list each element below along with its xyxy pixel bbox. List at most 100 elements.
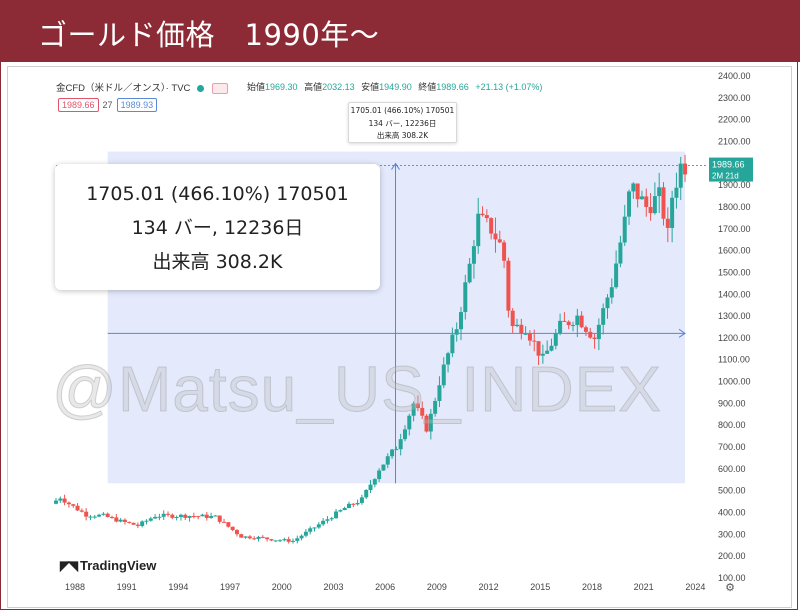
- trade-chips: 1989.66 27 1989.93: [58, 98, 161, 112]
- candle: [312, 527, 317, 529]
- candle: [161, 513, 166, 517]
- settings-gear-icon[interactable]: ⚙: [725, 582, 735, 594]
- candle: [549, 345, 554, 351]
- candle: [394, 449, 399, 451]
- candle: [153, 516, 158, 519]
- candle: [265, 537, 270, 540]
- y-tick-label: 700.00: [718, 442, 746, 452]
- candle: [614, 263, 619, 288]
- candle: [127, 521, 132, 523]
- measure-tooltip-small: 1705.01 (466.10%) 170501 134 バー, 12236日 …: [348, 102, 457, 143]
- candle: [329, 518, 334, 520]
- candle: [247, 536, 252, 539]
- candle: [433, 400, 438, 414]
- candle: [652, 196, 657, 214]
- market-open-dot-icon: [197, 84, 205, 92]
- candle: [377, 470, 382, 480]
- candle: [118, 519, 123, 522]
- candle: [351, 503, 356, 505]
- y-tick-label: 2100.00: [718, 136, 751, 146]
- candle: [670, 197, 675, 228]
- close-label: 終値: [418, 82, 437, 92]
- candle: [166, 513, 171, 515]
- y-tick-label: 1600.00: [718, 246, 751, 256]
- candle: [338, 510, 343, 512]
- candle: [540, 353, 545, 356]
- change-value: +21.13 (+1.07%): [475, 82, 543, 92]
- price-axis-badge: [709, 157, 753, 182]
- candle: [66, 502, 71, 505]
- candle: [269, 539, 274, 541]
- crosshair-arrow-right-icon: [678, 328, 686, 338]
- candle: [674, 187, 679, 198]
- candle: [110, 516, 115, 518]
- candle: [562, 320, 567, 322]
- tradingview-logo[interactable]: ◤◥ TradingView: [60, 558, 156, 574]
- candle: [523, 333, 528, 335]
- candle: [187, 516, 192, 518]
- candle: [114, 517, 119, 522]
- candle: [601, 308, 606, 325]
- candle: [639, 196, 644, 200]
- x-tick-label: 1991: [117, 582, 137, 592]
- candle: [334, 511, 339, 519]
- candle: [644, 196, 649, 208]
- candle: [678, 163, 683, 188]
- tradingview-logo-icon: ◤◥: [60, 558, 78, 573]
- candle: [566, 321, 571, 326]
- candle: [97, 514, 102, 517]
- candle: [84, 511, 89, 517]
- candle: [635, 183, 640, 200]
- large-tooltip-line1: 1705.01 (466.10%) 170501: [86, 183, 349, 205]
- currency-toggle-icon[interactable]: [211, 82, 228, 94]
- low-label: 安値: [361, 82, 380, 92]
- y-tick-label: 1200.00: [718, 333, 751, 343]
- candle: [424, 415, 429, 432]
- x-tick-label: 1994: [168, 582, 188, 592]
- price-countdown-label: 2M 21d: [712, 172, 739, 181]
- x-tick-label: 2018: [582, 582, 602, 592]
- sell-button[interactable]: 1989.66: [58, 98, 99, 112]
- candle: [683, 163, 688, 175]
- x-tick-label: 2003: [323, 582, 343, 592]
- candle: [596, 324, 601, 340]
- candle: [222, 521, 227, 523]
- y-tick-label: 1000.00: [718, 377, 751, 387]
- candle: [605, 297, 610, 309]
- candle: [321, 520, 326, 525]
- x-tick-label: 2000: [272, 582, 292, 592]
- candle: [295, 538, 300, 541]
- candle: [58, 498, 63, 501]
- buy-button[interactable]: 1989.93: [116, 98, 158, 112]
- watermark: @Matsu_US_INDEX: [52, 353, 662, 426]
- x-tick-label: 1997: [220, 582, 240, 592]
- x-tick-label: 1988: [65, 582, 85, 592]
- candle: [428, 413, 433, 432]
- open-value: 1969.30: [265, 82, 298, 92]
- candle: [230, 526, 235, 531]
- candle: [618, 242, 623, 264]
- candle: [510, 310, 515, 327]
- candle: [355, 502, 360, 505]
- y-tick-label: 800.00: [718, 420, 746, 430]
- price-axis-label: 1989.66: [712, 160, 745, 170]
- brand-name: TradingView: [80, 558, 157, 573]
- candle: [368, 484, 373, 491]
- candle: [450, 334, 455, 354]
- candle: [105, 513, 110, 517]
- candle: [407, 415, 412, 430]
- candle: [174, 516, 179, 518]
- candle: [657, 187, 662, 197]
- candle: [101, 513, 106, 515]
- candle: [420, 407, 425, 416]
- candle: [191, 516, 196, 518]
- candle: [575, 315, 580, 326]
- candle: [545, 350, 550, 354]
- x-tick-label: 2012: [479, 582, 499, 592]
- y-tick-label: 1700.00: [718, 224, 751, 234]
- candle: [88, 516, 93, 518]
- candle: [493, 233, 498, 240]
- y-tick-label: 300.00: [718, 529, 746, 539]
- candle: [609, 287, 614, 298]
- high-value: 2032.13: [322, 82, 355, 92]
